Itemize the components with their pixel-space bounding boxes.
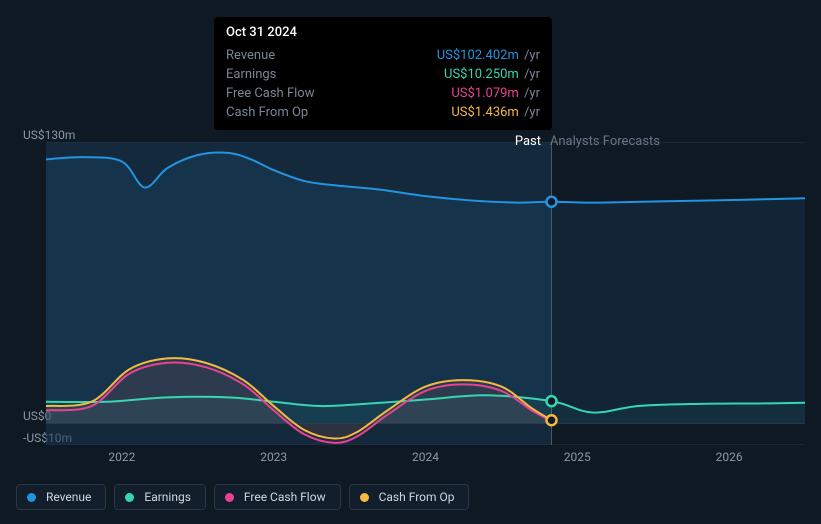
tooltip-value: US$1.079m /yr [451,86,540,101]
x-axis-label: 2025 [564,450,591,464]
legend-dot-icon [225,493,234,502]
tooltip-rows: Revenue US$102.402m /yr Earnings US$10.250m… [226,46,540,122]
chart-tooltip: Oct 31 2024 Revenue US$102.402m /yr Earnin… [214,17,552,130]
legend-dot-icon [27,493,36,502]
legend-label: Cash From Op [379,490,455,504]
tooltip-row: Cash From Op US$1.436m /yr [226,103,540,122]
legend-item-earnings[interactable]: Earnings [114,484,206,510]
chart-container: Oct 31 2024 Revenue US$102.402m /yr Earnin… [0,0,821,524]
tooltip-row: Revenue US$102.402m /yr [226,46,540,65]
tooltip-row: Earnings US$10.250m /yr [226,65,540,84]
tooltip-value: US$102.402m /yr [437,48,540,63]
x-axis-label: 2026 [716,450,743,464]
tooltip-value: US$1.436m /yr [451,105,540,120]
legend-label: Revenue [46,490,91,504]
legend-item-revenue[interactable]: Revenue [16,484,106,510]
legend-dot-icon [125,493,134,502]
past-label: Past [515,134,541,149]
legend-label: Earnings [144,490,191,504]
x-axis-label: 2024 [412,450,439,464]
tooltip-label: Cash From Op [226,105,318,120]
tooltip-label: Earnings [226,67,318,82]
x-axis: 2022 2023 2024 2025 2026 [46,450,805,470]
y-axis-label: US$130m [23,128,75,142]
tooltip-label: Free Cash Flow [226,86,318,101]
legend-label: Free Cash Flow [244,490,326,504]
chart-area[interactable]: US$130mUS$0-US$10m Past Analysts Forecas… [16,122,805,482]
x-axis-label: 2023 [260,450,287,464]
chart-svg [46,142,805,445]
legend-dot-icon [360,493,369,502]
tooltip-label: Revenue [226,48,318,63]
tooltip-value: US$10.250m /yr [444,67,540,82]
legend: Revenue Earnings Free Cash Flow Cash From O… [16,484,469,510]
x-axis-label: 2022 [108,450,135,464]
legend-item-cash-from-op[interactable]: Cash From Op [349,484,470,510]
tooltip-date: Oct 31 2024 [226,25,540,46]
forecast-label: Analysts Forecasts [550,134,660,149]
legend-item-free-cash-flow[interactable]: Free Cash Flow [214,484,341,510]
tooltip-row: Free Cash Flow US$1.079m /yr [226,84,540,103]
